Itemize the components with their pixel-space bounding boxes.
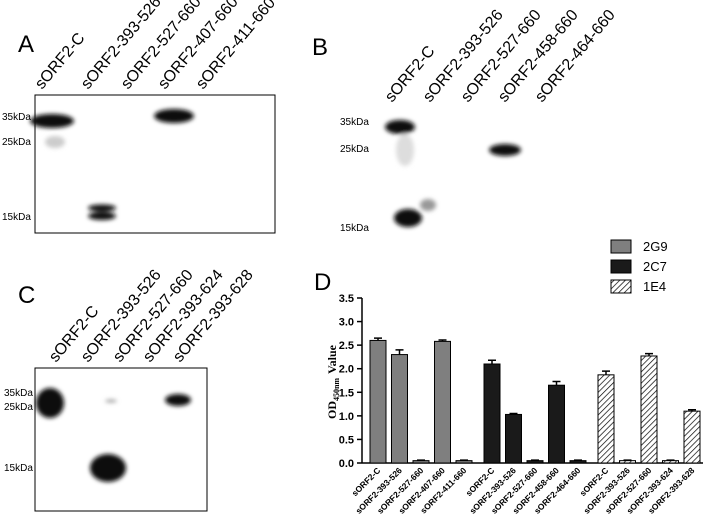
y-tick-label: 3.0 bbox=[339, 317, 354, 329]
bar bbox=[619, 460, 636, 464]
bar bbox=[597, 374, 615, 464]
error-bar bbox=[395, 349, 404, 355]
panel-label: A bbox=[18, 31, 34, 58]
bar bbox=[662, 460, 679, 464]
marker-label: 35kDa bbox=[2, 112, 31, 123]
legend-label: 2G9 bbox=[643, 239, 668, 254]
y-tick-label: 1.0 bbox=[339, 411, 354, 423]
y-tick-label: 0.5 bbox=[339, 434, 354, 446]
marker-label: 35kDa bbox=[4, 388, 33, 399]
bar bbox=[483, 363, 501, 464]
bar bbox=[369, 339, 387, 464]
blot-frame bbox=[34, 367, 208, 512]
legend-swatch bbox=[610, 239, 632, 254]
bar bbox=[640, 355, 658, 464]
bar bbox=[505, 413, 522, 464]
y-axis-label: OD450nm Value bbox=[325, 344, 341, 419]
legend-label: 2C7 bbox=[643, 259, 667, 274]
bar bbox=[455, 460, 473, 464]
bands bbox=[36, 388, 191, 482]
error-bar bbox=[488, 359, 496, 364]
y-tick-label: 3.5 bbox=[339, 293, 354, 305]
marker-label: 35kDa bbox=[340, 117, 369, 128]
y-tick-label: 2.5 bbox=[339, 340, 354, 352]
bands bbox=[30, 109, 194, 220]
marker-label: 15kDa bbox=[2, 212, 31, 223]
panel-label: D bbox=[314, 269, 331, 296]
y-tick-label: 0.0 bbox=[339, 458, 354, 470]
y-axis-label-suffix: Value bbox=[325, 344, 339, 374]
legend-swatch bbox=[610, 259, 632, 274]
legend-swatch bbox=[610, 279, 632, 294]
error-bar bbox=[552, 380, 561, 386]
y-tick-label: 2.0 bbox=[339, 364, 354, 376]
bar bbox=[434, 340, 451, 464]
panel-label: B bbox=[312, 34, 328, 61]
error-bar bbox=[688, 408, 696, 412]
marker-label: 25kDa bbox=[4, 402, 33, 413]
error-bar bbox=[645, 352, 653, 356]
bar bbox=[526, 460, 544, 464]
marker-label: 25kDa bbox=[340, 144, 369, 155]
bar bbox=[683, 410, 701, 464]
bar bbox=[548, 384, 565, 464]
error-bar bbox=[602, 370, 610, 375]
error-bar bbox=[509, 412, 518, 415]
error-bar bbox=[438, 339, 447, 342]
y-tick-label: 1.5 bbox=[339, 387, 354, 399]
y-axis-label-main: OD bbox=[325, 401, 339, 419]
marker-label: 25kDa bbox=[2, 137, 31, 148]
error-bar bbox=[374, 337, 382, 341]
bar bbox=[391, 354, 408, 464]
bands bbox=[385, 120, 521, 227]
bar bbox=[412, 460, 430, 464]
marker-label: 15kDa bbox=[4, 463, 33, 474]
y-axis-label-sub: 450nm bbox=[332, 378, 341, 401]
marker-label: 15kDa bbox=[340, 223, 369, 234]
bar bbox=[569, 460, 587, 464]
legend-label: 1E4 bbox=[643, 279, 666, 294]
panel-label: C bbox=[18, 282, 35, 309]
